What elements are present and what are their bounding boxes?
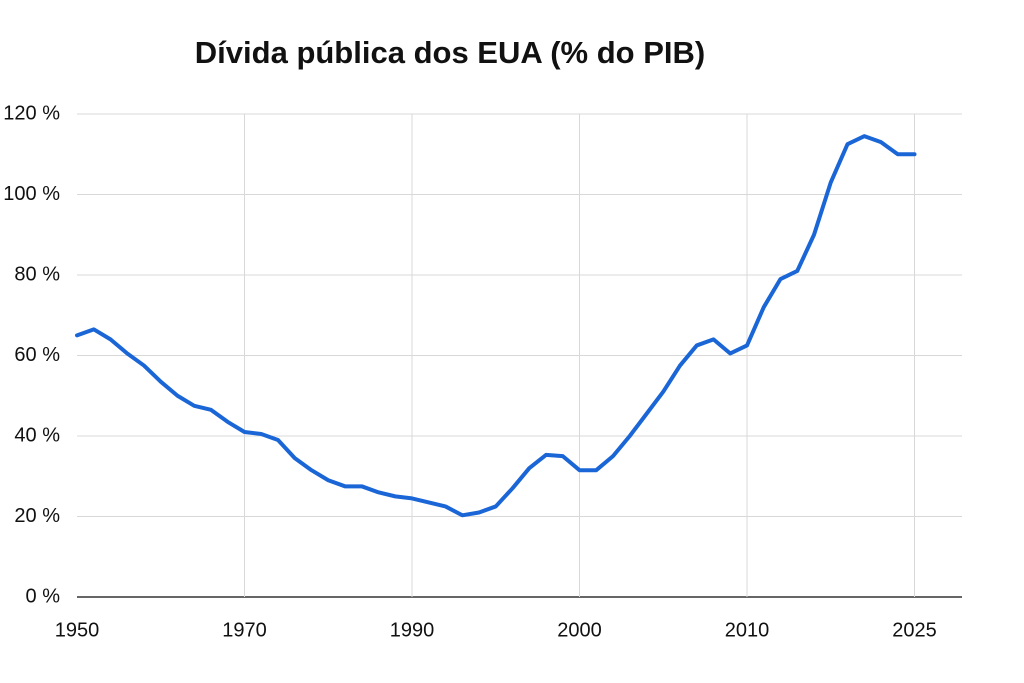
x-tick-label: 1990	[390, 619, 435, 641]
x-tick-label: 1970	[222, 619, 267, 641]
y-tick-label: 40 %	[14, 424, 60, 446]
x-tick-label: 2010	[725, 619, 770, 641]
chart-title: Dívida pública dos EUA (% do PIB)	[195, 35, 705, 70]
y-tick-label: 120 %	[3, 102, 60, 124]
y-tick-label: 0 %	[26, 585, 61, 607]
line	[75, 134, 917, 518]
y-tick-label: 60 %	[14, 344, 60, 366]
x-tick-label: 1950	[55, 619, 100, 641]
x-tick-label: 2025	[892, 619, 937, 641]
y-tick-label: 80 %	[14, 263, 60, 285]
y-tick-label: 100 %	[3, 183, 60, 205]
y-tick-label: 20 %	[14, 505, 60, 527]
x-tick-label: 2000	[557, 619, 602, 641]
